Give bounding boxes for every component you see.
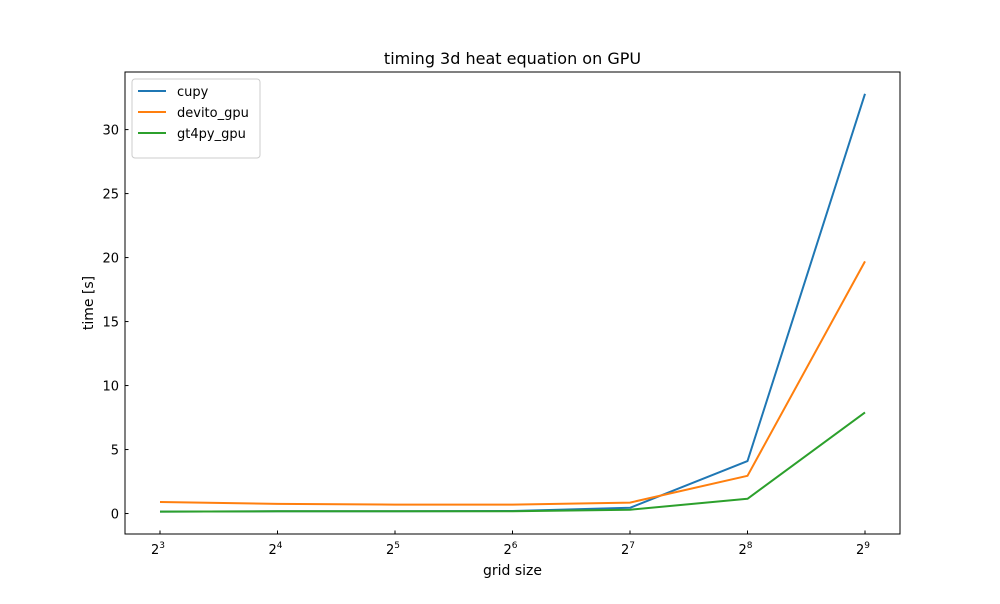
y-axis-ticks: 0 5 10 15 20 25 30 — [102, 124, 129, 523]
y-tick-label: 0 — [111, 508, 119, 523]
legend-label-cupy: cupy — [177, 85, 209, 100]
legend: cupy devito_gpu gt4py_gpu — [131, 78, 261, 159]
x-tick-label: 28 — [738, 541, 752, 558]
y-tick-label: 5 — [111, 444, 119, 459]
series-line-gt4py_gpu — [159, 411, 866, 513]
y-tick-label: 25 — [102, 188, 119, 203]
x-tick-label: 25 — [386, 541, 400, 558]
legend-label-gt4py_gpu: gt4py_gpu — [177, 127, 246, 142]
x-tick-label: 26 — [503, 541, 517, 558]
x-tick-label: 27 — [621, 541, 635, 558]
x-axis-label: grid size — [483, 563, 542, 579]
plot-layer — [159, 93, 866, 513]
y-axis-label: time [s] — [81, 276, 97, 330]
y-tick-label: 15 — [102, 316, 119, 331]
legend-label-devito_gpu: devito_gpu — [177, 106, 249, 121]
x-axis-ticks: 23 24 25 26 27 28 29 — [151, 530, 870, 558]
y-tick-label: 10 — [102, 380, 119, 395]
legend-box — [131, 78, 261, 159]
chart-title: timing 3d heat equation on GPU — [384, 49, 641, 68]
x-tick-label: 23 — [151, 541, 165, 558]
x-tick-label: 29 — [856, 541, 870, 558]
y-tick-label: 20 — [102, 252, 119, 267]
y-tick-label: 30 — [102, 124, 119, 139]
series-line-devito_gpu — [159, 260, 866, 506]
x-tick-label: 24 — [268, 541, 282, 558]
